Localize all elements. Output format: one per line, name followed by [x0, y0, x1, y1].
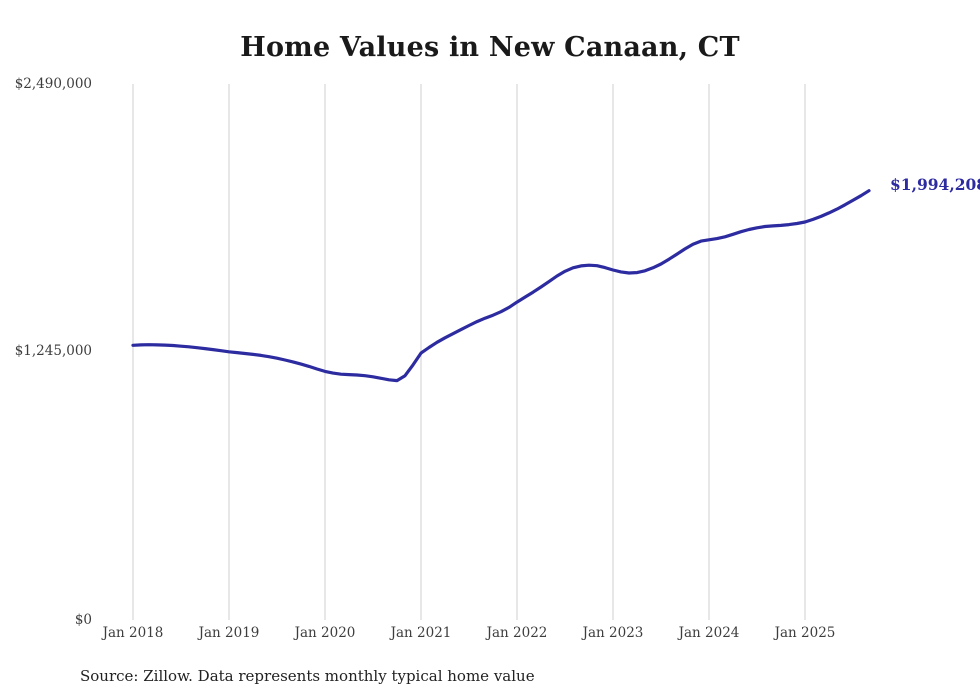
x-axis-label-2020: Jan 2020	[294, 625, 356, 641]
chart-title: Home Values in New Canaan, CT	[240, 32, 740, 63]
x-axis-label-2024: Jan 2024	[678, 625, 740, 641]
x-axis-label-2018: Jan 2018	[102, 625, 164, 641]
x-axis-label-2021: Jan 2021	[390, 625, 452, 641]
home-value-line	[131, 189, 871, 383]
gridlines-group	[132, 84, 806, 620]
y-axis-label-top: $2,490,000	[14, 76, 92, 92]
x-axis-label-2019: Jan 2019	[198, 625, 260, 641]
latest-value-annotation: $1,994,208	[890, 175, 980, 194]
source-note: Source: Zillow. Data represents monthly …	[80, 667, 535, 685]
x-axis-label-2022: Jan 2022	[486, 625, 548, 641]
x-axis-label-2023: Jan 2023	[582, 625, 644, 641]
y-axis-label-zero: $0	[74, 612, 92, 628]
y-axis-label-middle: $1,245,000	[14, 343, 92, 359]
x-axis-label-2025: Jan 2025	[774, 625, 836, 641]
